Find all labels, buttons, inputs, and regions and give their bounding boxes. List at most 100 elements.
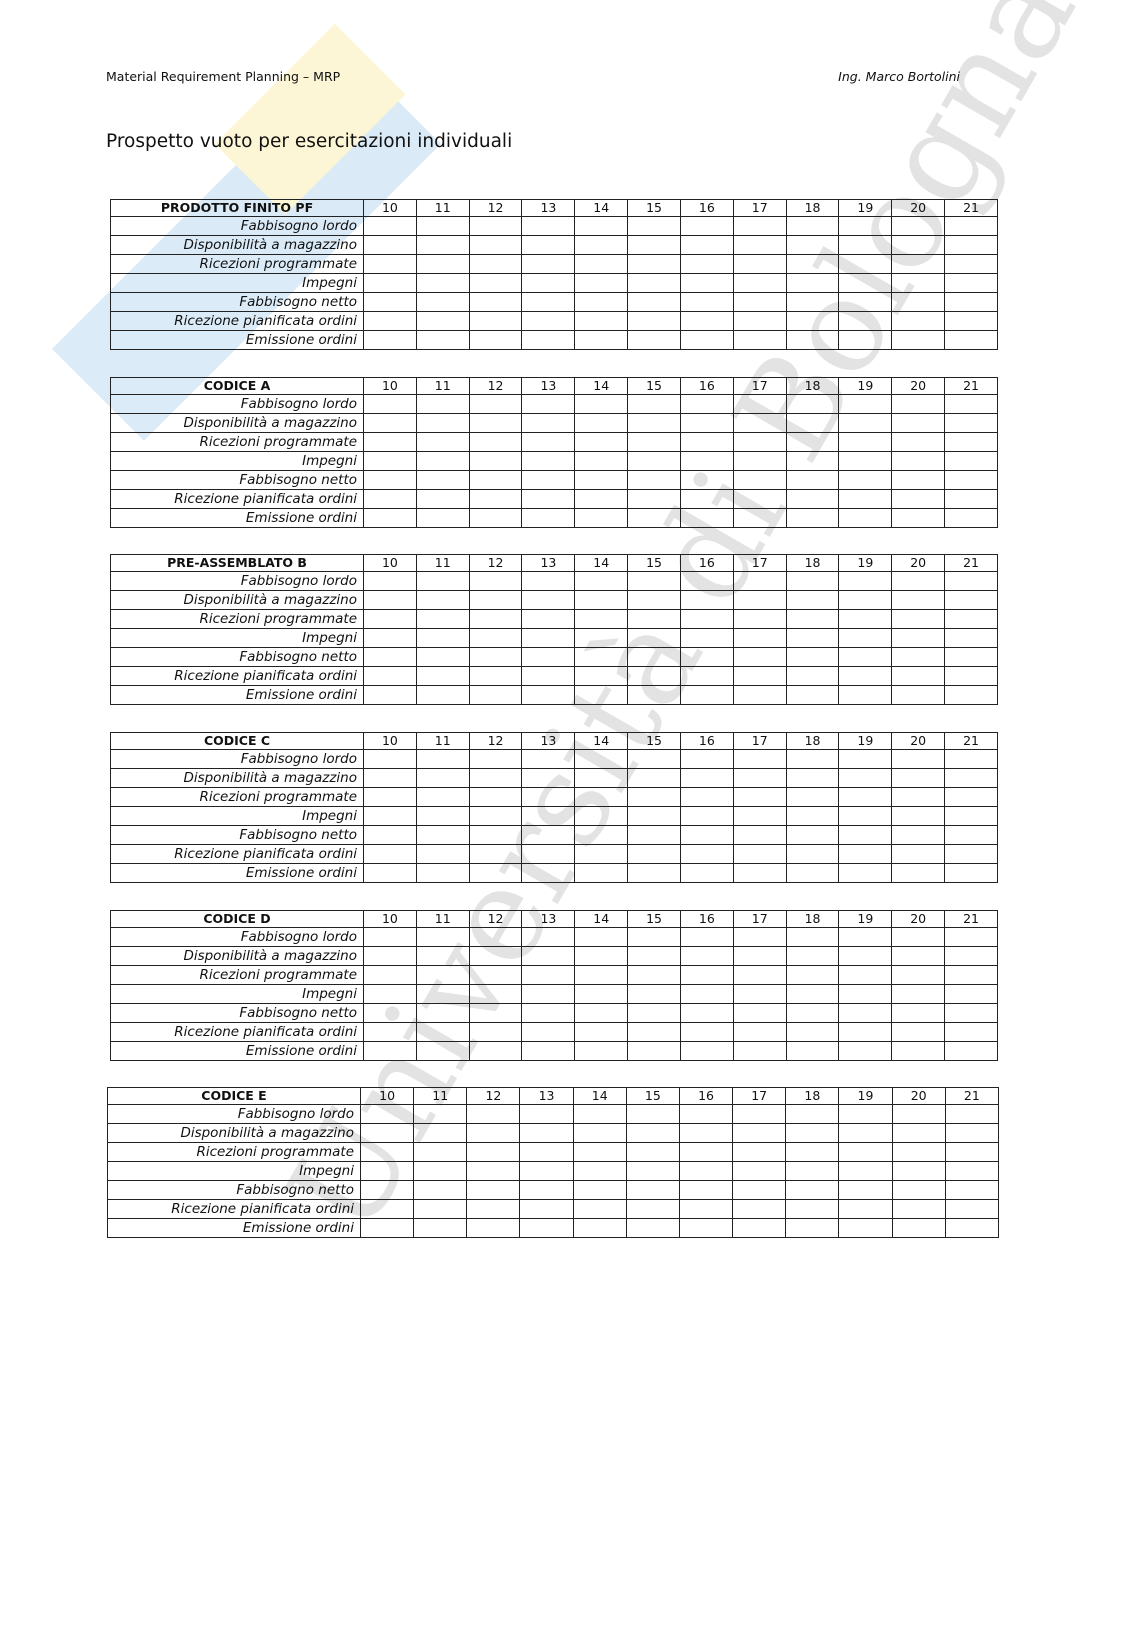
value-cell[interactable] bbox=[521, 984, 576, 1004]
value-cell[interactable] bbox=[363, 432, 417, 452]
value-cell[interactable] bbox=[944, 1123, 1000, 1143]
value-cell[interactable] bbox=[679, 216, 734, 236]
value-cell[interactable] bbox=[574, 311, 629, 331]
value-cell[interactable] bbox=[891, 825, 946, 845]
value-cell[interactable] bbox=[838, 1161, 893, 1181]
value-cell[interactable] bbox=[363, 787, 417, 807]
value-cell[interactable] bbox=[359, 1104, 415, 1124]
value-cell[interactable] bbox=[363, 825, 417, 845]
value-cell[interactable] bbox=[838, 254, 893, 274]
value-cell[interactable] bbox=[944, 216, 998, 236]
value-cell[interactable] bbox=[574, 927, 629, 947]
value-cell[interactable] bbox=[468, 787, 523, 807]
value-cell[interactable] bbox=[891, 609, 946, 629]
value-cell[interactable] bbox=[363, 508, 417, 528]
value-cell[interactable] bbox=[944, 863, 998, 883]
value-cell[interactable] bbox=[944, 1104, 1000, 1124]
value-cell[interactable] bbox=[891, 984, 946, 1004]
value-cell[interactable] bbox=[415, 470, 470, 490]
value-cell[interactable] bbox=[891, 292, 946, 312]
value-cell[interactable] bbox=[466, 1123, 521, 1143]
value-cell[interactable] bbox=[468, 749, 523, 769]
value-cell[interactable] bbox=[415, 254, 470, 274]
value-cell[interactable] bbox=[732, 984, 787, 1004]
value-cell[interactable] bbox=[944, 1199, 1000, 1219]
value-cell[interactable] bbox=[415, 489, 470, 509]
value-cell[interactable] bbox=[785, 1180, 840, 1200]
value-cell[interactable] bbox=[944, 609, 998, 629]
value-cell[interactable] bbox=[468, 292, 523, 312]
value-cell[interactable] bbox=[572, 1180, 627, 1200]
value-cell[interactable] bbox=[415, 984, 470, 1004]
value-cell[interactable] bbox=[574, 292, 629, 312]
value-cell[interactable] bbox=[785, 470, 840, 490]
value-cell[interactable] bbox=[838, 666, 893, 686]
value-cell[interactable] bbox=[679, 273, 734, 293]
value-cell[interactable] bbox=[732, 768, 787, 788]
value-cell[interactable] bbox=[785, 432, 840, 452]
value-cell[interactable] bbox=[415, 292, 470, 312]
value-cell[interactable] bbox=[363, 965, 417, 985]
value-cell[interactable] bbox=[732, 666, 787, 686]
value-cell[interactable] bbox=[785, 927, 840, 947]
value-cell[interactable] bbox=[785, 844, 840, 864]
value-cell[interactable] bbox=[891, 666, 946, 686]
value-cell[interactable] bbox=[785, 216, 840, 236]
value-cell[interactable] bbox=[838, 927, 893, 947]
value-cell[interactable] bbox=[678, 1123, 734, 1143]
value-cell[interactable] bbox=[838, 590, 893, 610]
value-cell[interactable] bbox=[415, 311, 470, 331]
value-cell[interactable] bbox=[521, 647, 576, 667]
value-cell[interactable] bbox=[838, 787, 893, 807]
value-cell[interactable] bbox=[838, 216, 893, 236]
value-cell[interactable] bbox=[468, 311, 523, 331]
value-cell[interactable] bbox=[468, 825, 523, 845]
value-cell[interactable] bbox=[785, 863, 840, 883]
value-cell[interactable] bbox=[627, 647, 681, 667]
value-cell[interactable] bbox=[679, 254, 734, 274]
value-cell[interactable] bbox=[468, 470, 523, 490]
value-cell[interactable] bbox=[415, 749, 470, 769]
value-cell[interactable] bbox=[574, 1041, 629, 1061]
value-cell[interactable] bbox=[519, 1161, 574, 1181]
value-cell[interactable] bbox=[627, 863, 681, 883]
value-cell[interactable] bbox=[732, 330, 787, 350]
value-cell[interactable] bbox=[521, 863, 576, 883]
value-cell[interactable] bbox=[627, 609, 681, 629]
value-cell[interactable] bbox=[679, 666, 734, 686]
value-cell[interactable] bbox=[574, 451, 629, 471]
value-cell[interactable] bbox=[732, 273, 787, 293]
value-cell[interactable] bbox=[627, 628, 681, 648]
value-cell[interactable] bbox=[838, 806, 893, 826]
value-cell[interactable] bbox=[468, 489, 523, 509]
value-cell[interactable] bbox=[521, 254, 576, 274]
value-cell[interactable] bbox=[891, 571, 946, 591]
value-cell[interactable] bbox=[574, 749, 629, 769]
value-cell[interactable] bbox=[413, 1161, 468, 1181]
value-cell[interactable] bbox=[838, 235, 893, 255]
value-cell[interactable] bbox=[574, 432, 629, 452]
value-cell[interactable] bbox=[891, 787, 946, 807]
value-cell[interactable] bbox=[891, 1104, 946, 1124]
value-cell[interactable] bbox=[679, 927, 734, 947]
value-cell[interactable] bbox=[627, 965, 681, 985]
value-cell[interactable] bbox=[363, 1003, 417, 1023]
value-cell[interactable] bbox=[679, 432, 734, 452]
value-cell[interactable] bbox=[679, 806, 734, 826]
value-cell[interactable] bbox=[521, 451, 576, 471]
value-cell[interactable] bbox=[891, 806, 946, 826]
value-cell[interactable] bbox=[891, 1003, 946, 1023]
value-cell[interactable] bbox=[363, 628, 417, 648]
value-cell[interactable] bbox=[519, 1104, 574, 1124]
value-cell[interactable] bbox=[838, 1022, 893, 1042]
value-cell[interactable] bbox=[521, 1022, 576, 1042]
value-cell[interactable] bbox=[415, 451, 470, 471]
value-cell[interactable] bbox=[468, 254, 523, 274]
value-cell[interactable] bbox=[572, 1123, 627, 1143]
value-cell[interactable] bbox=[415, 647, 470, 667]
value-cell[interactable] bbox=[732, 965, 787, 985]
value-cell[interactable] bbox=[363, 666, 417, 686]
value-cell[interactable] bbox=[468, 609, 523, 629]
value-cell[interactable] bbox=[944, 1218, 1000, 1238]
value-cell[interactable] bbox=[891, 965, 946, 985]
